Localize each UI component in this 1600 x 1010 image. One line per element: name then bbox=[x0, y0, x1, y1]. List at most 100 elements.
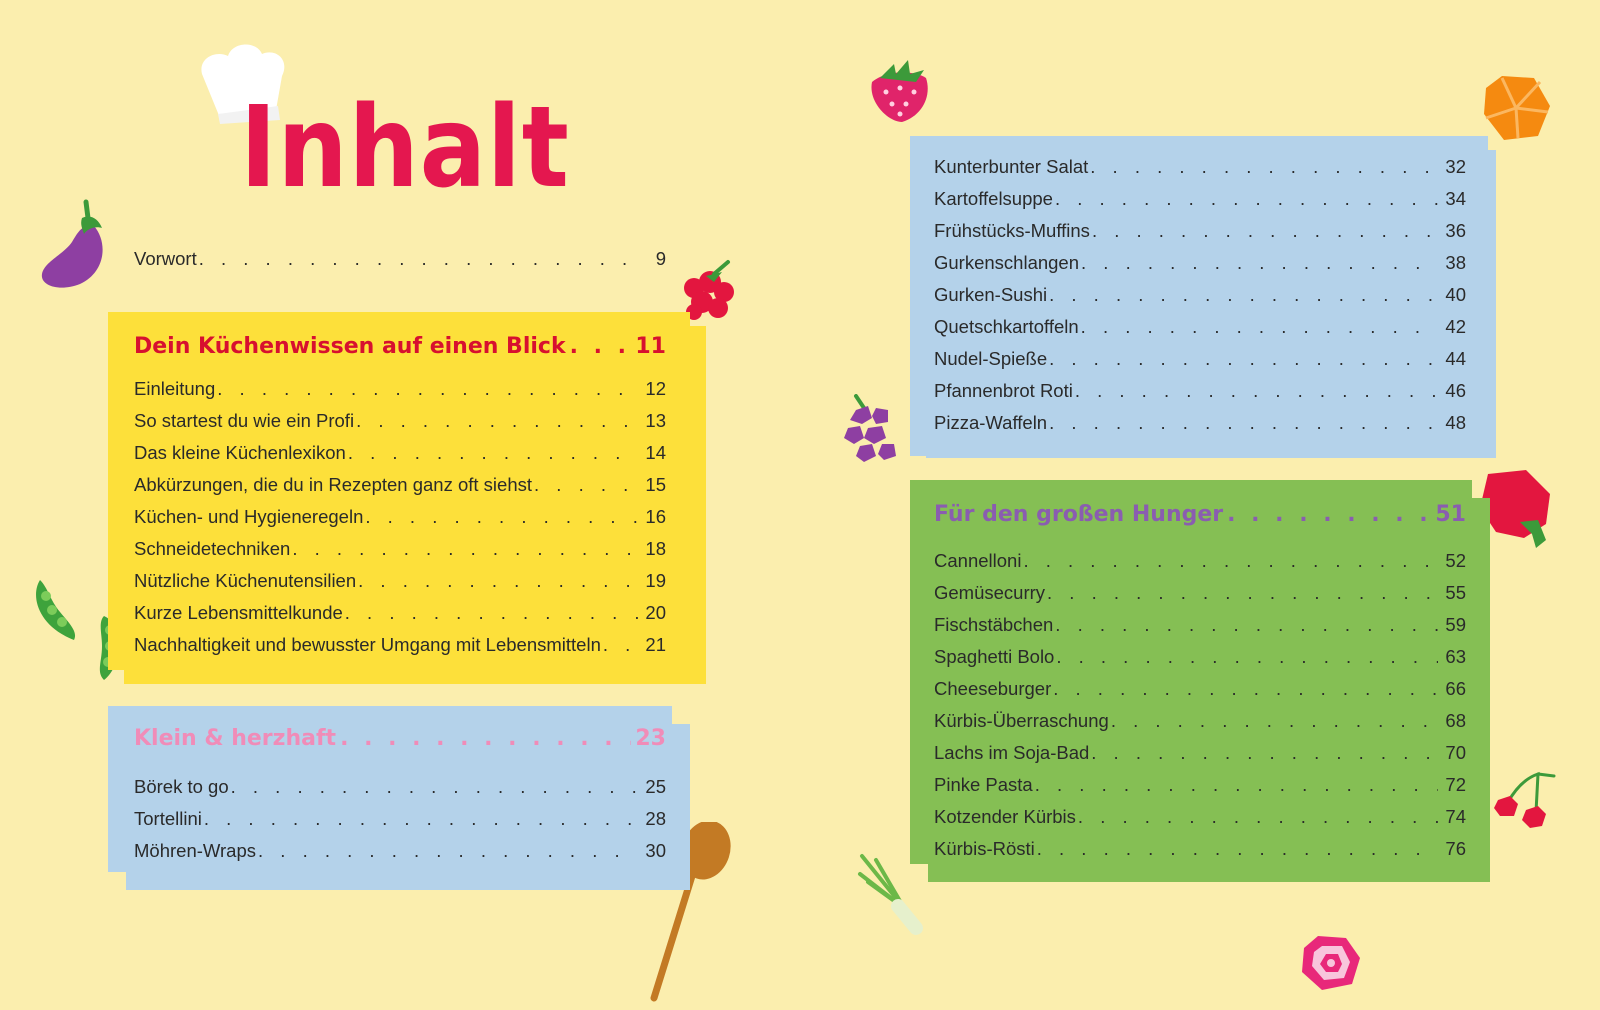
toc-entry[interactable]: Küchen- und Hygieneregeln 16 bbox=[134, 506, 666, 528]
dot-leader bbox=[1049, 348, 1438, 370]
toc-entry-page: 9 bbox=[655, 248, 666, 269]
toc-entry-page: 18 bbox=[645, 538, 666, 559]
toc-entry-label: Nudel-Spieße bbox=[934, 348, 1048, 369]
toc-entry-page: 74 bbox=[1445, 806, 1466, 827]
dot-leader bbox=[356, 410, 638, 432]
section-heading-label: Für den großen Hunger bbox=[934, 502, 1224, 527]
toc-entry-page: 52 bbox=[1445, 550, 1466, 571]
toc-entry-label: So startest du wie ein Profi bbox=[134, 410, 355, 431]
toc-entry-page: 20 bbox=[645, 602, 666, 623]
dot-leader bbox=[365, 506, 638, 528]
dot-leader bbox=[1056, 646, 1438, 668]
toc-entry[interactable]: Pinke Pasta 72 bbox=[934, 774, 1466, 796]
beet-slice-icon bbox=[1302, 936, 1360, 990]
dot-leader bbox=[1081, 252, 1438, 274]
dot-leader bbox=[1055, 188, 1438, 210]
toc-entry[interactable]: Fischstäbchen 59 bbox=[934, 614, 1466, 636]
toc-entry[interactable]: Das kleine Küchenlexikon 14 bbox=[134, 442, 666, 464]
toc-entry-page: 76 bbox=[1445, 838, 1466, 859]
orange-slice-icon bbox=[1484, 76, 1550, 140]
toc-entry-label: Küchen- und Hygieneregeln bbox=[134, 506, 364, 527]
dot-leader bbox=[1227, 502, 1431, 527]
toc-entry-page: 38 bbox=[1445, 252, 1466, 273]
dot-leader bbox=[1075, 380, 1438, 402]
toc-entry[interactable]: Quetschkartoffeln 42 bbox=[934, 316, 1466, 338]
toc-entry-label: Pizza-Waffeln bbox=[934, 412, 1048, 433]
toc-entry[interactable]: Abkürzungen, die du in Rezepten ganz oft… bbox=[134, 474, 666, 496]
toc-entry-page: 19 bbox=[645, 570, 666, 591]
dot-leader bbox=[340, 726, 631, 751]
toc-entry-label: Abkürzungen, die du in Rezepten ganz oft… bbox=[134, 474, 533, 495]
dot-leader bbox=[603, 634, 638, 656]
toc-entry-page: 72 bbox=[1445, 774, 1466, 795]
section-heading-label: Klein & herzhaft bbox=[134, 726, 337, 751]
dot-leader bbox=[1081, 316, 1438, 338]
toc-entry-page: 66 bbox=[1445, 678, 1466, 699]
toc-entry-label: Kürbis-Überraschung bbox=[934, 710, 1109, 731]
toc-entry[interactable]: Pizza-Waffeln 48 bbox=[934, 412, 1466, 434]
toc-entry-label: Kurze Lebensmittelkunde bbox=[134, 602, 343, 623]
toc-entry[interactable]: Kürbis-Überraschung 68 bbox=[934, 710, 1466, 732]
dot-leader bbox=[1049, 284, 1438, 306]
dot-leader bbox=[570, 334, 632, 359]
eggplant-icon bbox=[41, 199, 103, 288]
toc-entry[interactable]: Tortellini 28 bbox=[134, 808, 666, 830]
toc-entry[interactable]: Möhren-Wraps 30 bbox=[134, 840, 666, 862]
strawberry-icon bbox=[871, 60, 928, 122]
toc-entry-label: Kunterbunter Salat bbox=[934, 156, 1089, 177]
toc-entry[interactable]: Kartoffelsuppe 34 bbox=[934, 188, 1466, 210]
section-heading-kuechenwissen[interactable]: Dein Küchenwissen auf einen Blick 11 bbox=[134, 334, 666, 359]
toc-entry[interactable]: Nudel-Spieße 44 bbox=[934, 348, 1466, 370]
toc-entry[interactable]: Cannelloni 52 bbox=[934, 550, 1466, 572]
toc-entry[interactable]: Gurkenschlangen 38 bbox=[934, 252, 1466, 274]
toc-entry-page: 48 bbox=[1445, 412, 1466, 433]
toc-entry[interactable]: Nachhaltigkeit und bewusster Umgang mit … bbox=[134, 634, 666, 656]
toc-entry-label: Pfannenbrot Roti bbox=[934, 380, 1073, 401]
toc-entry-label: Kürbis-Rösti bbox=[934, 838, 1035, 859]
bell-pepper-icon bbox=[1480, 470, 1550, 548]
dot-leader bbox=[1090, 156, 1438, 178]
dot-leader bbox=[348, 442, 638, 464]
dot-leader bbox=[204, 808, 638, 830]
dot-leader bbox=[358, 570, 638, 592]
dot-leader bbox=[258, 840, 638, 862]
toc-entry-label: Börek to go bbox=[134, 776, 229, 797]
toc-entry-label: Nachhaltigkeit und bewusster Umgang mit … bbox=[134, 634, 601, 655]
toc-entry[interactable]: Gurken-Sushi 40 bbox=[934, 284, 1466, 306]
toc-entry-vorwort[interactable]: Vorwort 9 bbox=[134, 248, 666, 270]
toc-entry[interactable]: Kotzender Kürbis 74 bbox=[934, 806, 1466, 828]
toc-entry[interactable]: Gemüsecurry 55 bbox=[934, 582, 1466, 604]
toc-entry-page: 55 bbox=[1445, 582, 1466, 603]
toc-entry-label: Cheeseburger bbox=[934, 678, 1052, 699]
toc-entry-page: 28 bbox=[645, 808, 666, 829]
toc-entry[interactable]: So startest du wie ein Profi 13 bbox=[134, 410, 666, 432]
toc-entry[interactable]: Cheeseburger 66 bbox=[934, 678, 1466, 700]
toc-entry[interactable]: Kunterbunter Salat 32 bbox=[934, 156, 1466, 178]
spring-onion-icon bbox=[858, 854, 923, 935]
toc-entry-label: Gurken-Sushi bbox=[934, 284, 1048, 305]
dot-leader bbox=[1037, 838, 1438, 860]
toc-entry[interactable]: Nützliche Küchenutensilien 19 bbox=[134, 570, 666, 592]
section-heading-hunger[interactable]: Für den großen Hunger 51 bbox=[934, 502, 1466, 527]
toc-entry-label: Frühstücks-Muffins bbox=[934, 220, 1090, 241]
dot-leader bbox=[1078, 806, 1438, 828]
dot-leader bbox=[1111, 710, 1438, 732]
toc-entry-page: 63 bbox=[1445, 646, 1466, 667]
toc-entry[interactable]: Börek to go 25 bbox=[134, 776, 666, 798]
toc-entry[interactable]: Kurze Lebensmittelkunde 20 bbox=[134, 602, 666, 624]
toc-entry[interactable]: Pfannenbrot Roti 46 bbox=[934, 380, 1466, 402]
chef-hat-icon bbox=[201, 44, 285, 124]
dot-leader bbox=[345, 602, 638, 624]
toc-entry[interactable]: Kürbis-Rösti 76 bbox=[934, 838, 1466, 860]
toc-entry[interactable]: Schneidetechniken 18 bbox=[134, 538, 666, 560]
toc-entry-page: 46 bbox=[1445, 380, 1466, 401]
toc-entry-label: Gurkenschlangen bbox=[934, 252, 1080, 273]
toc-entry-label: Spaghetti Bolo bbox=[934, 646, 1055, 667]
toc-entry[interactable]: Spaghetti Bolo 63 bbox=[934, 646, 1466, 668]
toc-entry[interactable]: Lachs im Soja-Bad 70 bbox=[934, 742, 1466, 764]
toc-entry[interactable]: Frühstücks-Muffins 36 bbox=[934, 220, 1466, 242]
toc-entry-label: Gemüsecurry bbox=[934, 582, 1046, 603]
page-title: Inhalt bbox=[240, 83, 570, 213]
section-heading-klein[interactable]: Klein & herzhaft 23 bbox=[134, 726, 666, 751]
toc-entry[interactable]: Einleitung 12 bbox=[134, 378, 666, 400]
